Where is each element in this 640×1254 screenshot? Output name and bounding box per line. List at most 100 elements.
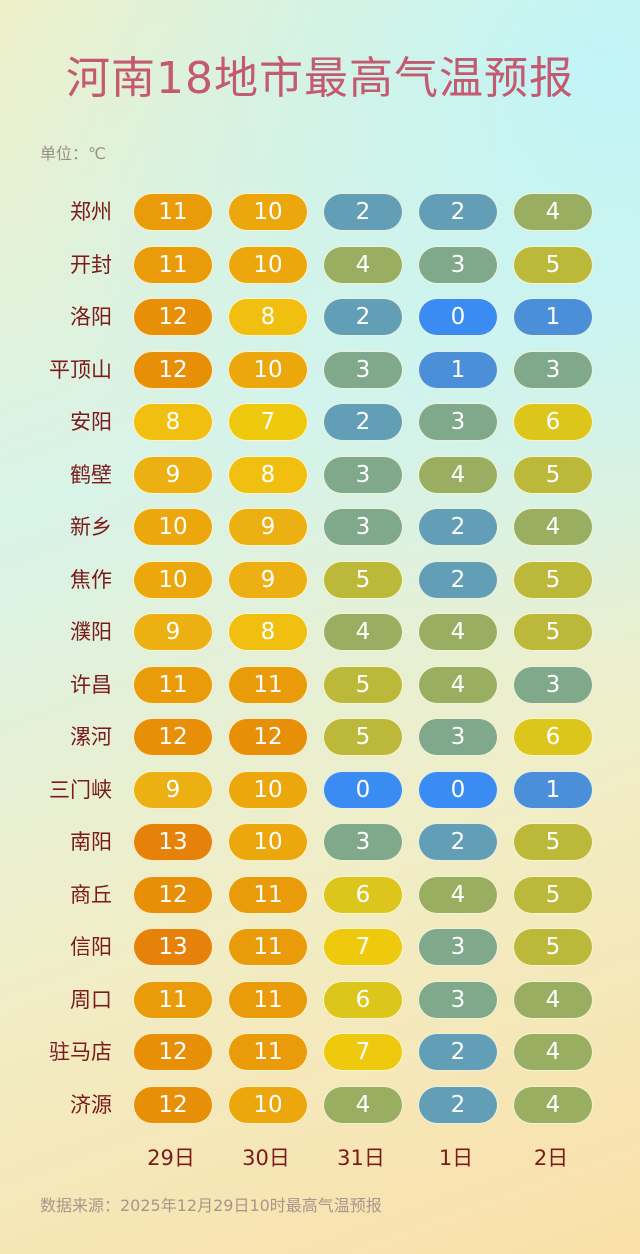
temp-cell: 0 xyxy=(418,298,498,336)
temp-cell: 9 xyxy=(133,613,213,651)
temp-cell: 11 xyxy=(228,875,308,914)
temp-cell: 7 xyxy=(323,928,403,966)
temp-cell: 4 xyxy=(513,193,593,231)
city-label: 济源 xyxy=(70,1092,112,1117)
page-title: 河南18地市最高气温预报 xyxy=(66,53,574,104)
temp-cell: 10 xyxy=(228,1085,308,1124)
temp-cell: 3 xyxy=(418,245,498,284)
temp-cell: 2 xyxy=(418,1085,498,1124)
temp-cell: 2 xyxy=(418,193,498,231)
temp-cell: 7 xyxy=(228,403,308,441)
temp-cell: 2 xyxy=(418,1033,498,1071)
temp-cell: 11 xyxy=(228,928,308,966)
temp-cell: 9 xyxy=(133,770,213,809)
data-source: 数据来源：2025年12月29日10时最高气温预报 xyxy=(40,1196,382,1215)
temp-cell: 12 xyxy=(133,875,213,914)
city-label: 濮阳 xyxy=(70,620,112,644)
temp-cell: 12 xyxy=(133,298,213,336)
temp-cell: 2 xyxy=(418,560,498,599)
temp-cell: 5 xyxy=(323,665,403,704)
city-label: 郑州 xyxy=(70,200,112,224)
temp-cell: 2 xyxy=(323,193,403,231)
temp-cell: 4 xyxy=(513,1085,593,1124)
temp-cell: 5 xyxy=(323,560,403,599)
temp-cell: 4 xyxy=(513,508,593,546)
city-label: 漯河 xyxy=(70,725,112,749)
unit-label: 单位：℃ xyxy=(40,144,106,163)
temp-cell: 3 xyxy=(323,455,403,494)
temp-cell: 5 xyxy=(513,823,593,861)
temp-cell: 12 xyxy=(133,1085,213,1124)
temp-cell: 8 xyxy=(228,298,308,336)
temp-cell: 3 xyxy=(323,508,403,546)
temp-cell: 4 xyxy=(513,980,593,1019)
temp-cell: 8 xyxy=(228,455,308,494)
temp-cell: 10 xyxy=(133,508,213,546)
temp-cell: 4 xyxy=(418,455,498,494)
temp-cell: 11 xyxy=(228,1033,308,1071)
city-label: 周口 xyxy=(70,987,112,1012)
city-label: 信阳 xyxy=(70,935,112,959)
temp-cell: 13 xyxy=(133,928,213,966)
temp-cell: 11 xyxy=(133,245,213,284)
temp-cell: 5 xyxy=(323,718,403,756)
temp-cell: 1 xyxy=(513,770,593,809)
temp-cell: 3 xyxy=(323,823,403,861)
temp-cell: 10 xyxy=(228,823,308,861)
temp-cell: 2 xyxy=(323,403,403,441)
city-label: 驻马店 xyxy=(49,1040,112,1064)
temp-cell: 4 xyxy=(513,1033,593,1071)
temp-cell: 11 xyxy=(228,665,308,704)
temp-cell: 5 xyxy=(513,928,593,966)
temp-cell: 10 xyxy=(228,770,308,809)
temp-cell: 3 xyxy=(418,718,498,756)
temp-cell: 9 xyxy=(228,508,308,546)
temp-cell: 10 xyxy=(228,245,308,284)
temp-cell: 3 xyxy=(418,403,498,441)
city-label: 洛阳 xyxy=(70,305,112,329)
temp-cell: 9 xyxy=(228,560,308,599)
temp-cell: 4 xyxy=(323,613,403,651)
temp-cell: 6 xyxy=(323,875,403,914)
temp-cell: 5 xyxy=(513,613,593,651)
temp-cell: 9 xyxy=(133,455,213,494)
temp-cell: 4 xyxy=(418,613,498,651)
temp-cell: 5 xyxy=(513,560,593,599)
temp-cell: 6 xyxy=(513,403,593,441)
temp-cell: 8 xyxy=(228,613,308,651)
temp-cell: 5 xyxy=(513,245,593,284)
day-label: 2日 xyxy=(533,1146,569,1170)
temp-cell: 11 xyxy=(228,980,308,1019)
temp-cell: 12 xyxy=(133,350,213,389)
temp-cell: 11 xyxy=(133,665,213,704)
temp-cell: 1 xyxy=(418,350,498,389)
city-label: 商丘 xyxy=(70,882,112,907)
temp-cell: 3 xyxy=(513,665,593,704)
temp-cell: 4 xyxy=(323,245,403,284)
city-label: 焦作 xyxy=(70,567,112,592)
city-label: 平顶山 xyxy=(49,357,112,382)
temp-cell: 2 xyxy=(418,823,498,861)
city-label: 三门峡 xyxy=(49,777,112,802)
day-label: 1日 xyxy=(438,1146,474,1170)
city-label: 许昌 xyxy=(70,672,112,697)
city-label: 安阳 xyxy=(70,410,112,434)
temp-cell: 12 xyxy=(133,718,213,756)
temp-cell: 0 xyxy=(418,770,498,809)
temp-cell: 4 xyxy=(418,875,498,914)
temp-cell: 6 xyxy=(323,980,403,1019)
city-label: 鹤壁 xyxy=(70,462,112,487)
day-label: 30日 xyxy=(242,1146,290,1170)
temp-cell: 0 xyxy=(323,770,403,809)
temp-cell: 2 xyxy=(418,508,498,546)
temp-cell: 3 xyxy=(513,350,593,389)
city-label: 新乡 xyxy=(70,515,112,539)
temp-cell: 7 xyxy=(323,1033,403,1071)
temp-cell: 4 xyxy=(418,665,498,704)
temp-cell: 12 xyxy=(228,718,308,756)
temp-cell: 5 xyxy=(513,455,593,494)
temp-cell: 6 xyxy=(513,718,593,756)
city-label: 开封 xyxy=(70,252,112,277)
temp-cell: 4 xyxy=(323,1085,403,1124)
